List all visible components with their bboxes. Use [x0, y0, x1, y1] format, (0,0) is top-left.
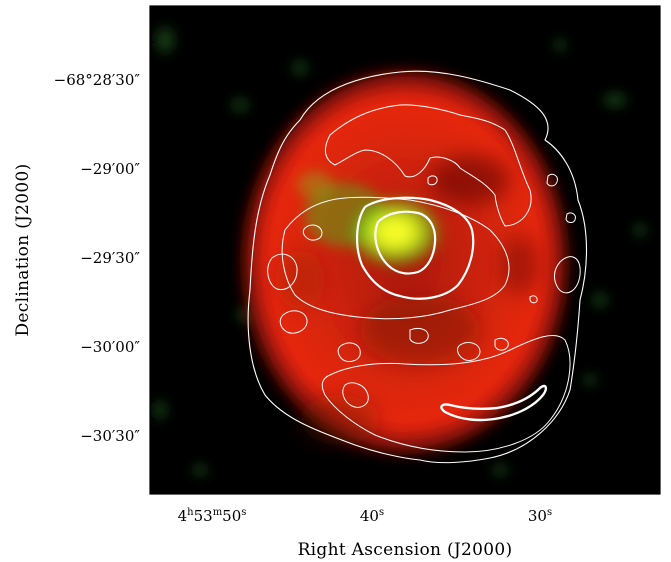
y-tick-label: −68°28′30″: [54, 71, 141, 89]
outer-contour: [247, 70, 587, 464]
bright-contour-core-inner: [374, 210, 437, 275]
y-tick-label: −30′00″: [80, 338, 140, 356]
y-tick-label: −29′00″: [80, 160, 140, 178]
inner-contour-south: [321, 335, 571, 453]
x-tick-label: 30s: [528, 507, 552, 525]
small-contours: [267, 173, 581, 408]
y-minor-ticks: [150, 23, 660, 473]
emission-image: [150, 20, 650, 478]
x-tick-labels: 4h53m50s 40s 30s: [178, 507, 553, 525]
inner-contour-middle: [281, 196, 510, 320]
x-axis-title: Right Ascension (J2000): [298, 540, 513, 560]
inner-contour-north: [324, 104, 532, 227]
y-axis-title: Declination (J2000): [13, 163, 33, 336]
green-noise-patches: [150, 20, 650, 478]
x-minor-ticks: [162, 488, 645, 494]
contour-lines: [247, 70, 587, 464]
x-major-ticks: [211, 6, 541, 494]
plot-frame: [149, 5, 661, 495]
bright-contour-south-arc: [440, 384, 548, 422]
y-tick-labels: −68°28′30″ −29′00″ −29′30″ −30′00″ −30′3…: [54, 71, 141, 445]
bright-contour-core-outer: [356, 196, 475, 300]
x-tick-label-first: 4h53m50s: [178, 507, 247, 525]
y-tick-label: −30′30″: [80, 427, 140, 445]
x-tick-label: 40s: [360, 507, 384, 525]
y-major-ticks: [150, 79, 660, 437]
y-tick-label: −29′30″: [80, 249, 140, 267]
